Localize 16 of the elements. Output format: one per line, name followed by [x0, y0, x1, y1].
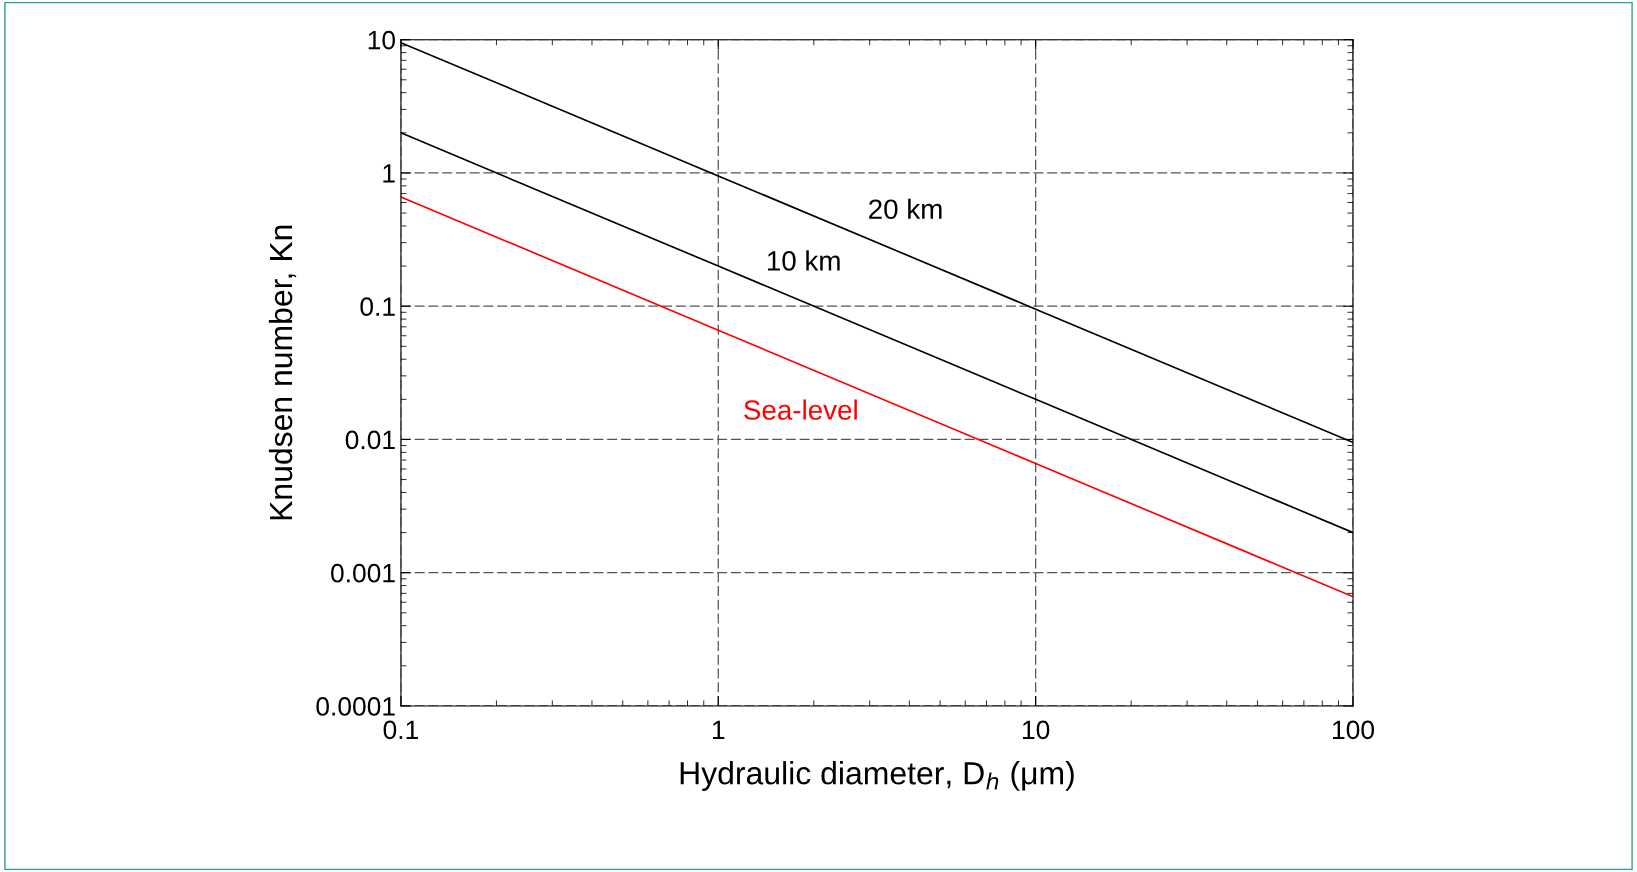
x-tick-label: 10	[1022, 720, 1050, 740]
series-label: 10 km	[767, 250, 840, 271]
y-tick-label: 0.01	[345, 430, 395, 450]
y-tick-label: 0.0001	[316, 697, 395, 716]
line-series	[400, 196, 1354, 598]
y-tick-label: 0.1	[360, 297, 395, 317]
series-label: Sea-level	[744, 399, 857, 420]
x-tick-label: 100	[1333, 720, 1375, 740]
y-axis-title: Knudsen number, Kn	[268, 225, 297, 520]
y-tick-label: 0.001	[331, 563, 395, 583]
x-axis-title: Hydraulic diameter, D$_{h}$ (μm)	[680, 761, 1074, 791]
y-tick-label: 10	[368, 30, 396, 50]
x-tick-label: 0.1	[383, 720, 418, 740]
series-label: 20 km	[869, 198, 942, 220]
y-tick-label: 1	[383, 164, 395, 183]
x-tick-label: 1	[712, 720, 725, 739]
